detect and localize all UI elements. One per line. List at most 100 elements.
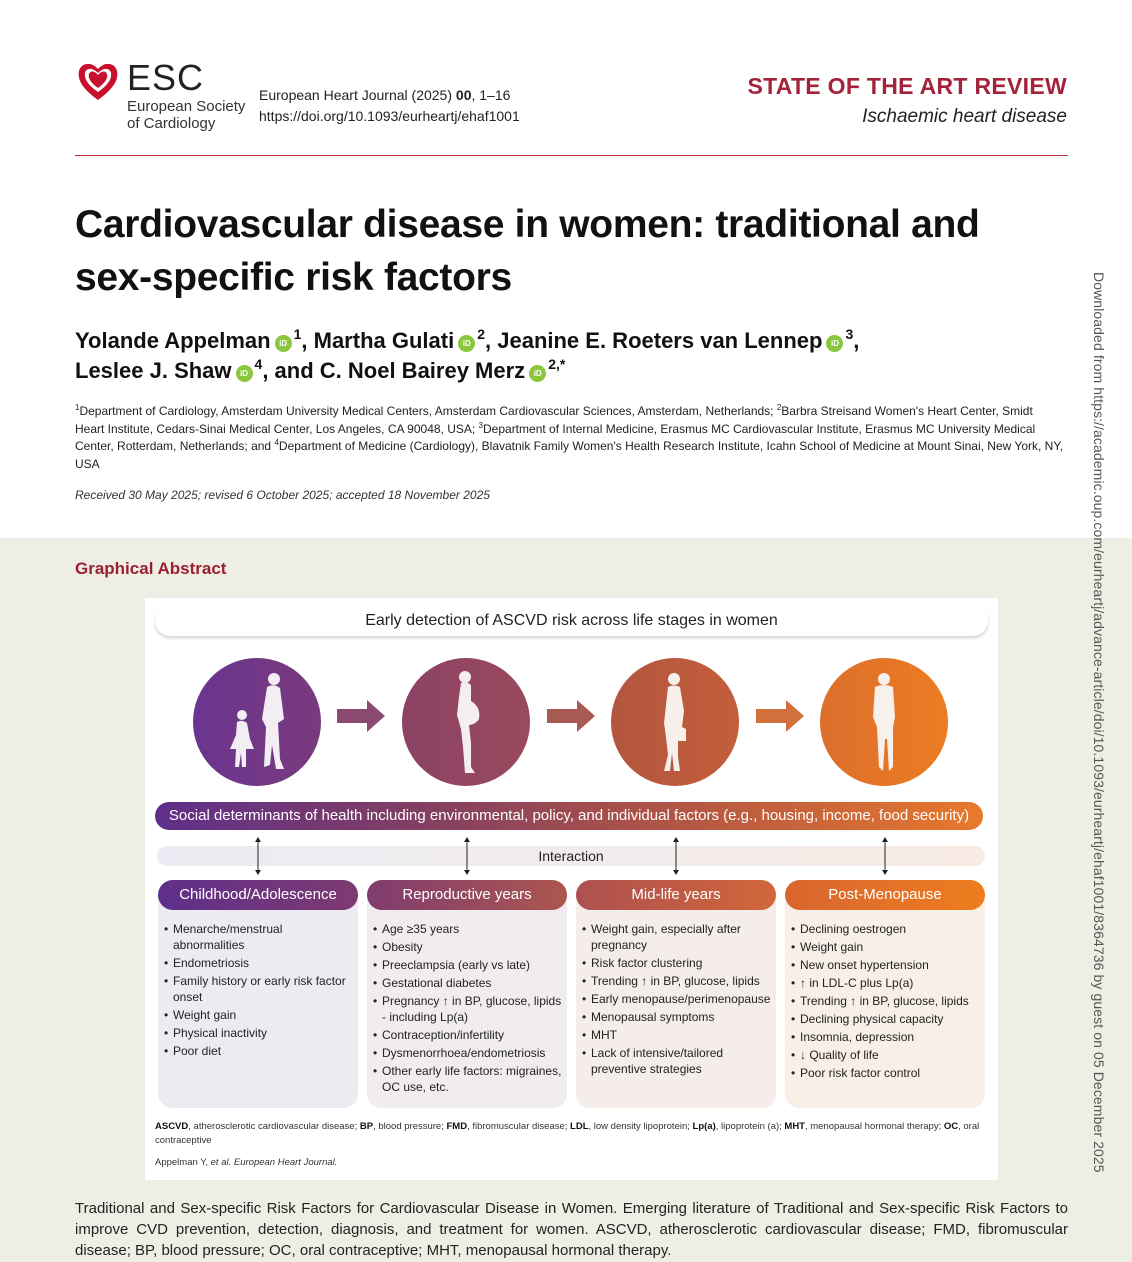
article-title: Cardiovascular disease in women: traditi…: [75, 203, 980, 299]
orcid-icon[interactable]: iD: [529, 365, 547, 382]
arrow-right-icon: [756, 700, 804, 732]
author-list: Yolande Appelman iD1, Martha Gulati iD2, J…: [75, 326, 860, 383]
figure-caption: Traditional and Sex-specific Risk Factor…: [75, 1200, 1068, 1259]
risk-factor-item: Contraception/infertility: [373, 1027, 565, 1043]
risk-factor-item: Declining physical capacity: [791, 1011, 983, 1027]
working-woman-silhouette-icon: [664, 673, 686, 771]
article-section: Ischaemic heart disease: [862, 106, 1067, 127]
logo-line-2: of Cardiology: [127, 115, 216, 132]
risk-factor-item: Physical inactivity: [164, 1025, 356, 1041]
article-type-block: STATE OF THE ART REVIEW Ischaemic heart …: [747, 73, 1067, 128]
logo-line-1: European Society: [127, 98, 246, 115]
journal-info: European Heart Journal (2025) 00, 1–16 h…: [259, 85, 520, 127]
risk-factor-item: MHT: [582, 1027, 774, 1043]
affiliation-marker: 2: [477, 326, 485, 342]
risk-factor-item: ↓ Quality of life: [791, 1047, 983, 1063]
risk-factor-item: Gestational diabetes: [373, 975, 565, 991]
orcid-icon[interactable]: iD: [235, 365, 253, 382]
risk-factor-item: Dysmenorrhoea/endometriosis: [373, 1045, 565, 1061]
risk-factor-item: Insomnia, depression: [791, 1029, 983, 1045]
risk-factor-list: Age ≥35 years Obesity Preeclampsia (early …: [373, 921, 565, 1097]
figure-credit: Appelman Y, et al. European Heart Journa…: [155, 1157, 338, 1168]
risk-factor-item: Trending ↑ in BP, glucose, lipids: [582, 973, 774, 989]
author-name: Leslee J. Shaw: [75, 358, 232, 383]
double-arrow-icon: [464, 837, 470, 875]
older-woman-silhouette-icon: [873, 673, 895, 771]
risk-factor-item: Weight gain: [791, 939, 983, 955]
risk-factor-list: Weight gain, especially after pregnancy R…: [582, 921, 774, 1079]
graphical-abstract-heading: Graphical Abstract: [75, 559, 227, 578]
risk-factor-item: Weight gain: [164, 1007, 356, 1023]
affiliation-marker: 4: [254, 356, 263, 372]
abbreviation: FMD: [446, 1121, 468, 1132]
abbreviation: OC: [943, 1121, 959, 1132]
journal-citation: European Heart Journal (2025) 00, 1–16: [259, 87, 511, 103]
affiliations: 1Department of Cardiology, Amsterdam Uni…: [75, 403, 1064, 471]
author-name: Yolande Appelman: [75, 328, 271, 353]
stage-column-postmenopause: Post-Menopause Declining oestrogen Weight…: [785, 880, 985, 1108]
risk-factor-item: Poor diet: [164, 1043, 356, 1059]
affiliation-marker: 2,*: [548, 356, 566, 372]
risk-factor-item: Family history or early risk factor onse…: [164, 973, 356, 1005]
risk-factor-item: Other early life factors: migraines, OC …: [373, 1063, 565, 1095]
risk-factor-item: Menopausal symptoms: [582, 1009, 774, 1025]
affiliation-number: 2: [776, 403, 782, 412]
author-name: Jeanine E. Roeters van Lennep: [497, 328, 823, 353]
stage-circle-childhood: [193, 658, 321, 786]
risk-factor-item: Risk factor clustering: [582, 955, 774, 971]
download-watermark: Downloaded from https://academic.oup.com…: [1091, 272, 1107, 1173]
risk-factor-item: ↑ in LDL-C plus Lp(a): [791, 975, 983, 991]
double-arrow-icon: [673, 837, 679, 875]
stage-column-midlife: Mid-life years Weight gain, especially a…: [576, 880, 776, 1108]
stage-circle-reproductive: [402, 658, 530, 786]
abbreviation: ASCVD: [155, 1121, 189, 1132]
risk-factor-item: Early menopause/perimenopause: [582, 991, 774, 1007]
stage-column-title: Post-Menopause: [785, 880, 985, 910]
author-name: Martha Gulati: [313, 328, 455, 353]
stage-column-title: Childhood/Adolescence: [158, 880, 358, 910]
stage-column-title: Mid-life years: [576, 880, 776, 910]
risk-factor-item: Age ≥35 years: [373, 921, 565, 937]
risk-factor-item: Menarche/menstrual abnormalities: [164, 921, 356, 953]
stage-column-title: Reproductive years: [367, 880, 567, 910]
pregnant-woman-silhouette-icon: [457, 671, 480, 773]
risk-factor-item: Pregnancy ↑ in BP, glucose, lipids - inc…: [373, 993, 565, 1025]
figure-banner: Early detection of ASCVD risk across lif…: [155, 606, 988, 636]
graphical-abstract-figure: Early detection of ASCVD risk across lif…: [145, 598, 998, 1180]
orcid-icon[interactable]: iD: [274, 335, 292, 352]
risk-factor-item: Weight gain, especially after pregnancy: [582, 921, 774, 953]
abbreviation: LDL: [570, 1121, 589, 1132]
risk-factor-list: Declining oestrogen Weight gain New onset …: [791, 921, 983, 1083]
arrow-right-icon: [547, 700, 595, 732]
risk-factor-item: New onset hypertension: [791, 957, 983, 973]
risk-factor-item: Endometriosis: [164, 955, 356, 971]
double-arrow-icon: [882, 837, 888, 875]
abbreviation: Lp(a): [692, 1121, 716, 1132]
abbreviation: BP: [359, 1121, 374, 1132]
arrow-right-icon: [337, 700, 385, 732]
esc-logo: ESC European Society of Cardiology: [75, 58, 245, 132]
mother-daughter-silhouette-icon: [230, 673, 284, 769]
orcid-icon[interactable]: iD: [826, 335, 844, 352]
orcid-icon[interactable]: iD: [458, 335, 476, 352]
header-divider: [75, 155, 1068, 156]
article-type: STATE OF THE ART REVIEW: [747, 73, 1067, 99]
doi-link[interactable]: https://doi.org/10.1093/eurheartj/ehaf10…: [259, 108, 520, 124]
logo-abbr: ESC: [127, 57, 205, 98]
author-name: C. Noel Bairey Merz: [319, 358, 526, 383]
stage-circle-midlife: [611, 658, 739, 786]
stage-column-reproductive: Reproductive years Age ≥35 years Obesity P…: [367, 880, 567, 1108]
risk-factor-list: Menarche/menstrual abnormalities Endometr…: [164, 921, 356, 1061]
abbreviation: MHT: [784, 1121, 805, 1132]
affiliation-number: 3: [478, 420, 483, 430]
affiliation-marker: 1: [293, 326, 302, 342]
risk-factor-item: Preeclampsia (early vs late): [373, 957, 565, 973]
article-dates: Received 30 May 2025; revised 6 October …: [75, 488, 490, 502]
social-determinants-bar: Social determinants of health including …: [155, 802, 983, 830]
risk-factor-item: Obesity: [373, 939, 565, 955]
risk-factor-item: Lack of intensive/tailored preventive st…: [582, 1045, 774, 1077]
affiliation-number: 4: [274, 438, 279, 447]
heart-icon: [75, 58, 121, 104]
affiliation-number: 1: [75, 403, 80, 412]
stage-circle-postmenopause: [820, 658, 948, 786]
